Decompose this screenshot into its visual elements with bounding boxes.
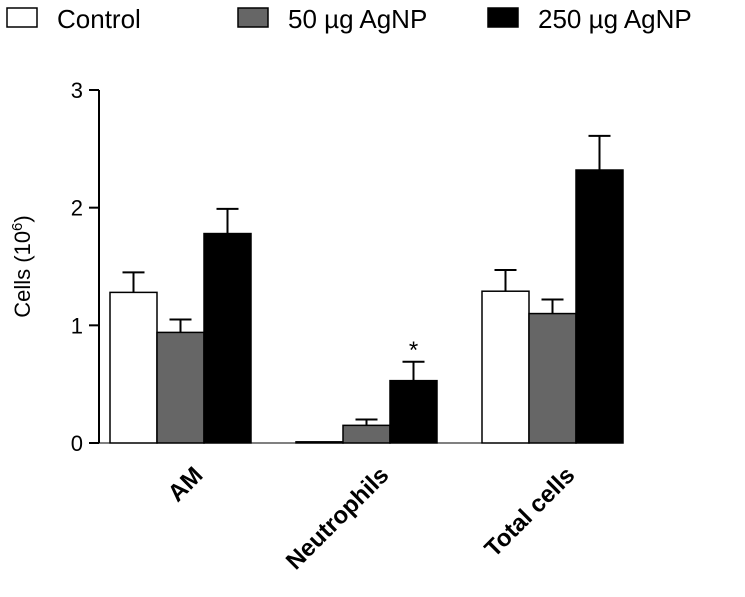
bar xyxy=(109,291,158,444)
significance-marker: * xyxy=(409,337,418,364)
y-tick-label: 2 xyxy=(71,196,83,221)
legend-label: Control xyxy=(57,4,141,34)
bar xyxy=(342,424,391,444)
legend-swatch xyxy=(237,7,269,28)
y-tick-label: 3 xyxy=(71,78,83,103)
legend-label: 50 µg AgNP xyxy=(288,4,427,34)
bar xyxy=(575,169,624,444)
x-tick-label: AM xyxy=(163,462,208,507)
legend-swatch xyxy=(487,7,519,28)
bar xyxy=(389,379,438,444)
legend-swatch xyxy=(6,7,38,28)
legend-label: 250 µg AgNP xyxy=(538,4,692,34)
y-tick-label: 1 xyxy=(71,313,83,338)
bar xyxy=(528,312,577,444)
x-tick-label: Total cells xyxy=(479,462,580,563)
y-axis-label: Cells (106) xyxy=(9,215,35,317)
y-tick-label: 0 xyxy=(71,431,83,456)
bar xyxy=(203,232,252,444)
bar xyxy=(481,290,530,444)
x-tick-label: Neutrophils xyxy=(281,462,394,575)
bar xyxy=(156,331,205,444)
